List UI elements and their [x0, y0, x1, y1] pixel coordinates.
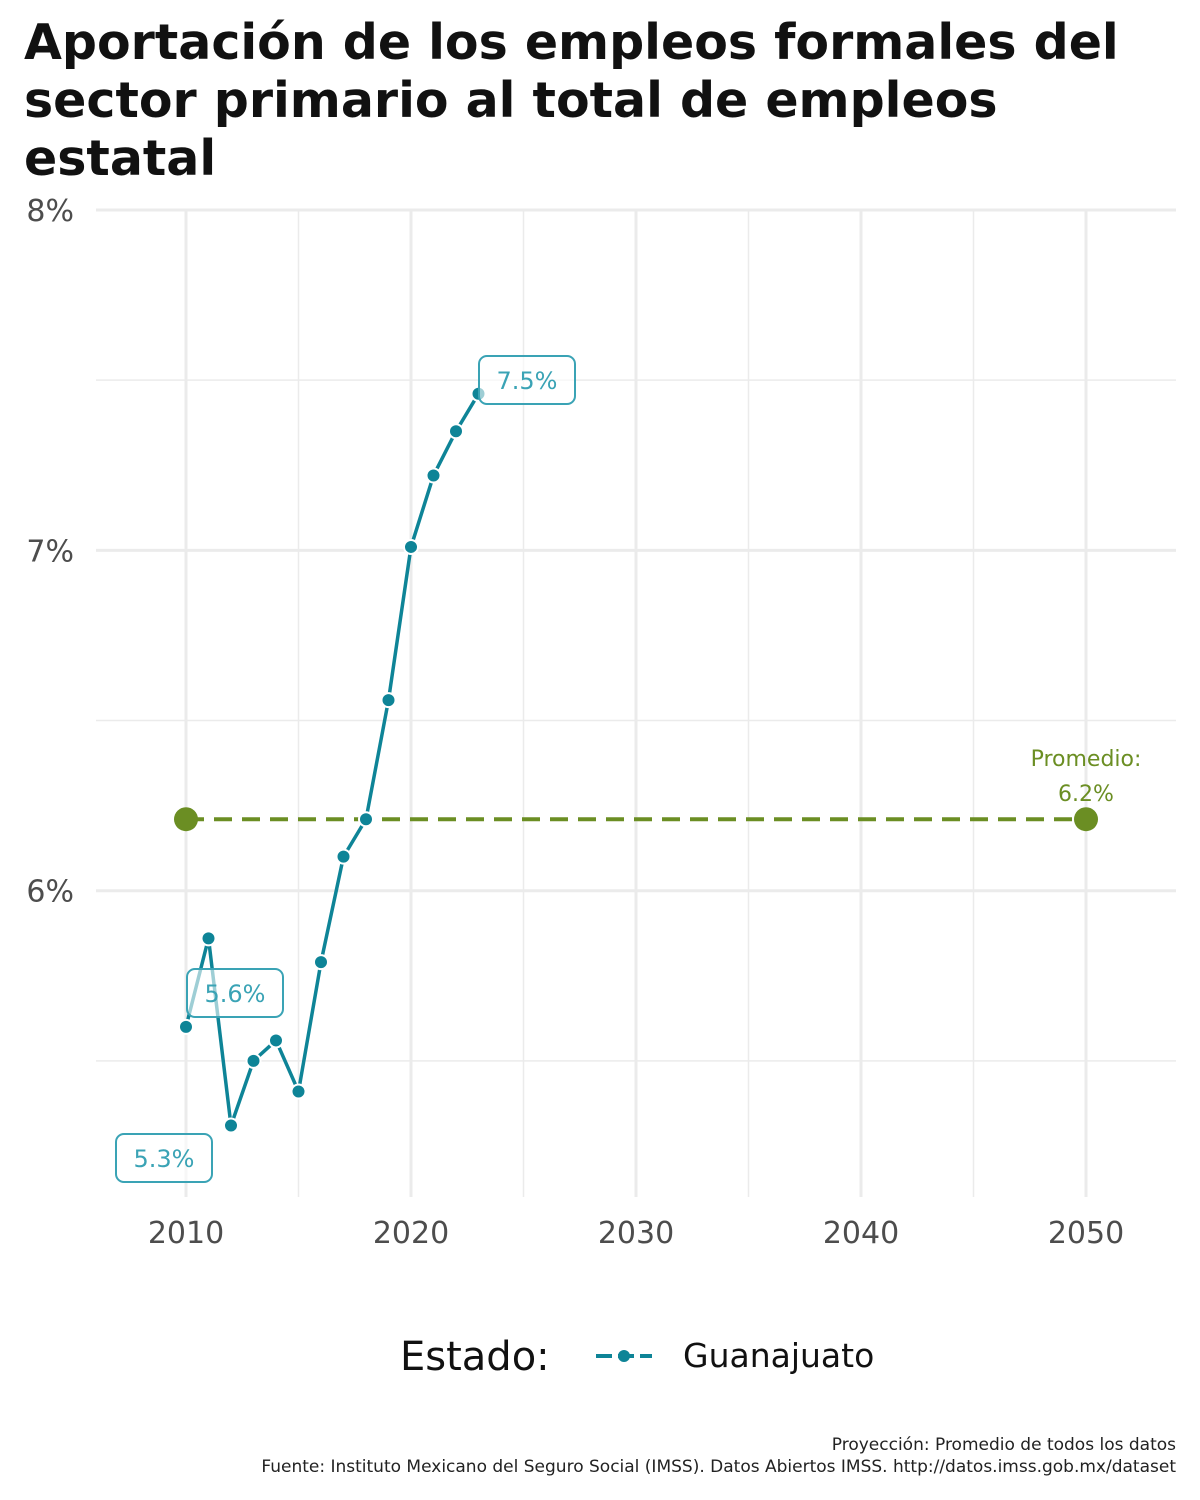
chart-title: Aportación de los empleos formales del s…	[24, 14, 1119, 187]
y-tick-label: 7%	[26, 534, 74, 569]
y-tick-label: 8%	[26, 194, 74, 229]
data-labels: 5.6% 5.3% 7.5%	[115, 355, 576, 1183]
data-point	[403, 538, 419, 555]
caption-projection: Proyección: Promedio de todos los datos	[831, 1435, 1176, 1455]
data-label-box	[186, 968, 284, 1018]
x-tick-label: 2050	[1048, 1216, 1124, 1251]
x-tick-label: 2040	[823, 1216, 899, 1251]
data-point	[425, 467, 442, 484]
data-point	[335, 848, 352, 865]
legend-title: Estado:	[400, 1334, 550, 1380]
caption-source: Fuente: Instituto Mexicano del Seguro So…	[261, 1457, 1176, 1477]
data-label: 5.3%	[134, 1145, 195, 1173]
data-label: 7.5%	[497, 367, 558, 395]
data-point	[178, 1018, 194, 1035]
grid-lines	[96, 208, 1176, 1197]
average-label-title: Promedio:	[1031, 747, 1142, 772]
x-tick-label: 2020	[373, 1216, 449, 1251]
x-tick-label: 2030	[598, 1216, 674, 1251]
data-point	[200, 930, 217, 947]
x-tick-label: 2010	[148, 1216, 224, 1251]
y-axis: 6% 7% 8%	[26, 194, 74, 910]
x-axis: 2010 2020 2030 2040 2050	[148, 1216, 1124, 1251]
legend: Estado: Guanajuato	[400, 1334, 874, 1380]
data-label: 5.6%	[205, 980, 266, 1008]
average-line-group: Promedio: 6.2%	[174, 747, 1142, 832]
data-label-box	[478, 355, 576, 405]
data-label-box	[115, 1133, 213, 1183]
data-point	[268, 1032, 284, 1049]
legend-item-label: Guanajuato	[683, 1336, 874, 1375]
series-group	[178, 385, 487, 1134]
data-point	[223, 1117, 239, 1134]
data-point	[448, 423, 464, 440]
data-point	[313, 954, 329, 971]
data-point	[245, 1052, 262, 1069]
average-point-end	[1074, 807, 1098, 832]
data-point	[358, 811, 374, 828]
y-tick-label: 6%	[26, 875, 74, 910]
legend-key-point	[618, 1350, 630, 1362]
average-label-value: 6.2%	[1058, 782, 1114, 807]
data-point	[290, 1083, 307, 1100]
series-line	[184, 392, 480, 1128]
data-point	[380, 692, 397, 709]
average-point-start	[174, 807, 198, 832]
